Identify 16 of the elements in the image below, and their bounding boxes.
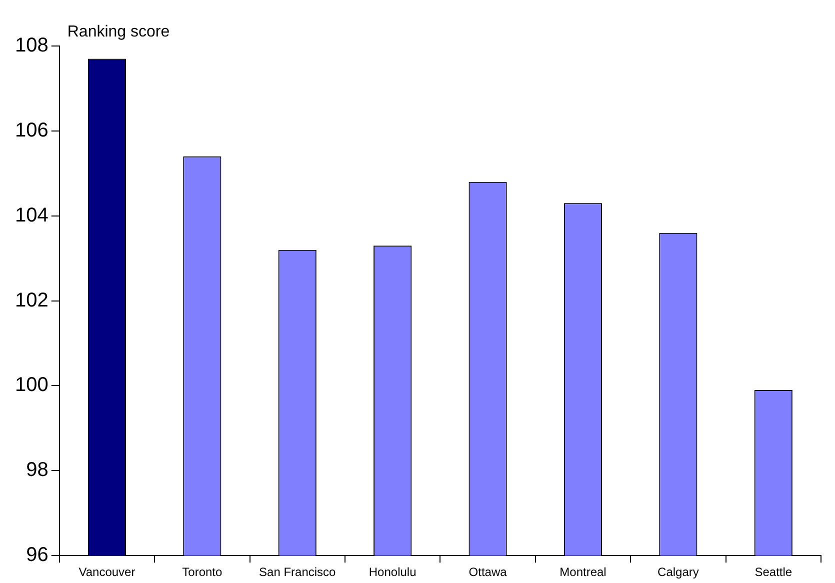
y-tick-label: 96 bbox=[26, 544, 48, 566]
y-tick-label: 100 bbox=[14, 374, 48, 396]
y-tick-label: 108 bbox=[14, 34, 48, 57]
x-tick-label: Ottawa bbox=[468, 565, 508, 580]
x-tick-label: Calgary bbox=[658, 565, 699, 580]
y-tick-label: 102 bbox=[14, 289, 48, 312]
x-tick-label: Vancouver bbox=[78, 565, 136, 580]
x-tick-label: Honolulu bbox=[368, 565, 416, 580]
y-tick-label: 98 bbox=[26, 459, 48, 482]
x-tick-label: San Francisco bbox=[259, 565, 336, 580]
y-axis-title: Ranking score bbox=[67, 23, 170, 40]
x-tick-label: Seattle bbox=[754, 565, 792, 580]
y-tick-label: 104 bbox=[14, 204, 48, 226]
x-tick-label: Montreal bbox=[560, 565, 606, 580]
y-tick-label: 106 bbox=[14, 119, 48, 142]
x-tick-label: Toronto bbox=[182, 565, 223, 580]
